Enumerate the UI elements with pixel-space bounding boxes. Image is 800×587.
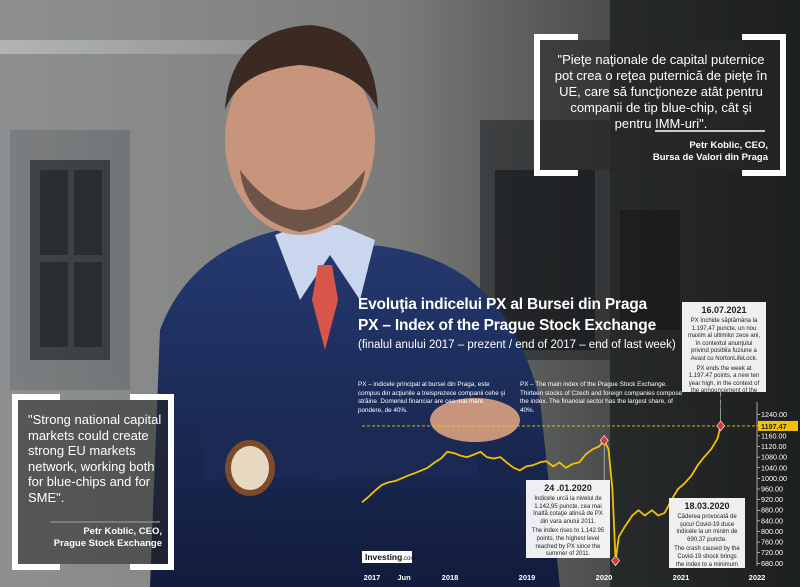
quote-text: "Strong national capital markets could c… xyxy=(28,412,162,505)
quote-english: "Strong national capital markets could c… xyxy=(18,400,168,564)
annotation-text-en: PX ends the week at 1,197.47 points, a n… xyxy=(688,365,760,410)
x-tick-label: 2020 xyxy=(596,573,613,582)
quote-text: "Pieţe naţionale de capital puternice po… xyxy=(554,52,768,131)
last-value-badge xyxy=(758,420,798,431)
author-organization: Prague Stock Exchange xyxy=(53,538,162,549)
y-tick-label: 920.00 xyxy=(761,495,783,504)
y-tick-label: 1080.00 xyxy=(761,453,787,462)
logo-text: Investing xyxy=(365,552,403,562)
x-tick-label: 2022 xyxy=(749,573,766,582)
annotation-date: 16.07.2021 xyxy=(701,305,747,315)
y-tick-label: 680.00 xyxy=(761,559,783,568)
author-name: Petr Koblic, CEO, xyxy=(689,140,768,151)
y-tick-label: 880.00 xyxy=(761,506,783,515)
y-tick-label: 1120.00 xyxy=(761,442,786,451)
annotation-date: 24 .01.2020 xyxy=(544,483,592,493)
annotation-mar-2020: 18.03.2020 Căderea provocată de şocul Co… xyxy=(669,498,745,575)
y-tick-label: 760.00 xyxy=(761,538,783,547)
y-tick-label: 800.00 xyxy=(761,527,783,536)
y-tick-label: 840.00 xyxy=(761,516,783,525)
event-marker xyxy=(611,555,620,567)
y-tick-label: 1160.00 xyxy=(761,431,786,440)
px-series-line xyxy=(361,425,722,562)
y-tick-label: 1000.00 xyxy=(761,474,787,483)
annotation-jan-2020: 24 .01.2020 Indicele urcă la nivelul de … xyxy=(526,480,610,558)
description-romanian: PX – indicele principal al bursei din Pr… xyxy=(358,381,506,414)
quote-author: Petr Koblic, CEO, Bursa de Valori din Pr… xyxy=(653,140,768,164)
person-photo xyxy=(150,25,560,587)
event-marker xyxy=(716,420,726,432)
annotation-text-ro: Indicele urcă la nivelul de 1.142,95 pun… xyxy=(533,496,603,525)
x-tick-label: 2019 xyxy=(519,573,536,582)
x-tick-label: Jun xyxy=(397,573,411,582)
annotation-text-en: The index rises to 1,142.95 points, the … xyxy=(531,528,605,558)
annotation-text-ro: PX închide săptămâna la 1.197,47 puncte,… xyxy=(687,318,761,362)
annotation-date: 18.03.2020 xyxy=(684,501,730,511)
logo-suffix: .com xyxy=(402,556,416,562)
y-tick-label: 960.00 xyxy=(761,485,783,494)
y-tick-label: 1040.00 xyxy=(761,463,787,472)
annotation-jul-2021: 16.07.2021 PX închide săptămâna la 1.197… xyxy=(682,302,766,410)
chart-subtitle: PX – Index of the Prague Stock Exchange xyxy=(358,317,656,334)
author-name: Petr Koblic, CEO, xyxy=(83,526,162,537)
quote-author: Petr Koblic, CEO, Prague Stock Exchange xyxy=(54,526,162,550)
last-value-label: 1197.47 xyxy=(761,422,787,431)
chart-title: Evoluţia indicelui PX al Bursei din Prag… xyxy=(358,296,647,313)
x-tick-label: 2017 xyxy=(364,573,381,582)
chart-titles: Evoluţia indicelui PX al Bursei din Prag… xyxy=(358,296,676,351)
x-tick-label: 2021 xyxy=(673,573,690,582)
chart-period-note: (finalul anului 2017 – prezent / end of … xyxy=(358,339,676,351)
y-tick-label: 720.00 xyxy=(761,548,783,557)
annotation-text-en: The crash caused by the Covid-19 shock b… xyxy=(674,546,740,576)
author-organization: Bursa de Valori din Praga xyxy=(652,152,768,163)
quote-romanian: "Pieţe naţionale de capital puternice po… xyxy=(540,40,780,170)
event-marker xyxy=(599,434,609,446)
description-english: PX – The main index of the Prague Stock … xyxy=(520,381,683,414)
x-tick-label: 2018 xyxy=(442,573,459,582)
investing-logo: Investing.com xyxy=(362,551,416,563)
annotation-text-ro: Căderea provocată de şocul Covid-19 duce… xyxy=(676,514,738,543)
y-tick-label: 1240.00 xyxy=(761,410,787,419)
